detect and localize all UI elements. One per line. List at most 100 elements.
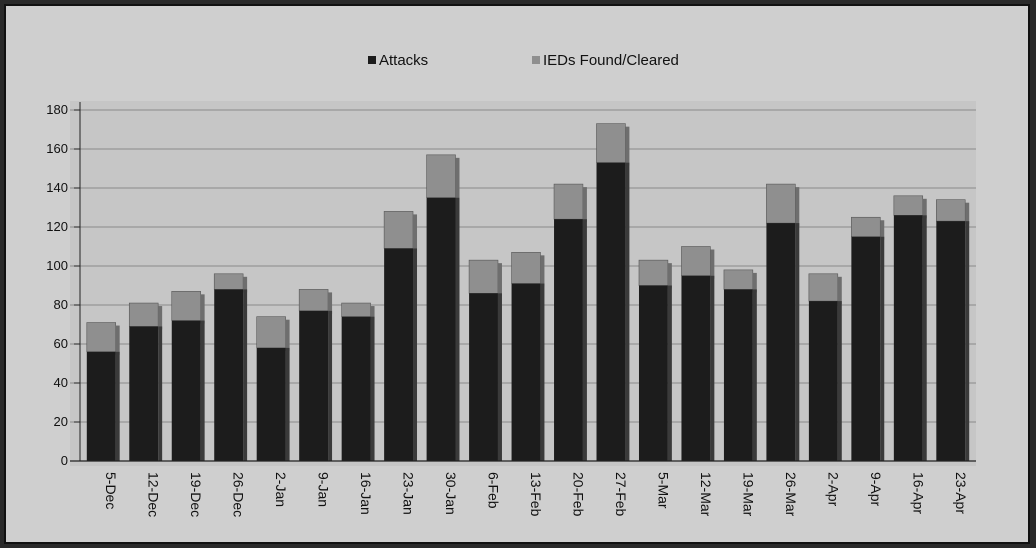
bar-ieds-side-9-Jan: [328, 292, 333, 314]
bar-ieds-26-Mar: [766, 183, 796, 224]
bar-attacks-23-Apr: [936, 221, 966, 461]
bars: [86, 123, 970, 461]
bar-ieds-side-12-Mar: [710, 249, 715, 279]
bar-attacks-12-Dec: [129, 326, 159, 461]
bar-ieds-5-Mar: [638, 259, 669, 286]
x-tick-label: 13-Feb: [528, 472, 544, 517]
bar-ieds-16-Apr: [893, 195, 924, 216]
y-tick-label: 180: [46, 102, 68, 117]
bar-attacks-side-30-Jan: [455, 197, 460, 461]
bar-ieds-5-Dec: [86, 322, 116, 353]
bar-attacks-side-2-Jan: [285, 347, 290, 461]
bar-attacks-23-Jan: [384, 248, 414, 461]
bar-attacks-9-Apr: [851, 236, 881, 461]
bar-ieds-2-Apr: [808, 273, 839, 302]
bar-attacks-16-Apr: [893, 215, 923, 461]
x-tick-label: 26-Dec: [231, 472, 247, 517]
x-tick-label: 19-Mar: [740, 472, 756, 517]
bar-attacks-side-5-Dec: [115, 351, 120, 461]
legend-swatch-attacks: [368, 56, 376, 64]
bar-attacks-20-Feb: [554, 219, 583, 461]
bar-attacks-19-Dec: [171, 320, 201, 461]
bar-ieds-side-20-Feb: [582, 187, 587, 223]
bar-ieds-side-26-Dec: [243, 276, 248, 293]
x-tick-label: 5-Mar: [655, 472, 671, 509]
bar-attacks-side-19-Mar: [752, 289, 757, 461]
bar-ieds-side-5-Dec: [115, 325, 120, 355]
bar-ieds-30-Jan: [426, 154, 456, 199]
bar-attacks-side-12-Dec: [158, 326, 163, 461]
bar-ieds-2-Jan: [256, 316, 286, 349]
bar-attacks-5-Dec: [86, 351, 116, 461]
bar-ieds-19-Dec: [171, 291, 201, 321]
bar-attacks-side-19-Dec: [200, 320, 205, 461]
bar-ieds-12-Mar: [681, 246, 711, 277]
bar-ieds-19-Mar: [723, 269, 754, 290]
bar-ieds-side-30-Jan: [455, 157, 460, 201]
y-tick-label: 100: [46, 258, 68, 273]
y-tick-label: 160: [46, 141, 68, 156]
bar-ieds-side-2-Jan: [285, 319, 290, 351]
x-tick-label: 26-Mar: [783, 472, 799, 517]
bar-ieds-side-23-Jan: [413, 214, 418, 252]
bar-ieds-side-2-Apr: [837, 276, 842, 305]
bar-attacks-side-9-Jan: [328, 310, 333, 461]
x-tick-label: 9-Jan: [316, 472, 332, 507]
bar-ieds-23-Jan: [383, 211, 414, 249]
x-tick-label: 6-Feb: [486, 472, 502, 509]
bar-attacks-side-12-Mar: [710, 275, 715, 461]
bar-attacks-side-16-Apr: [922, 215, 927, 461]
bar-attacks-30-Jan: [426, 197, 456, 461]
chart-frame: 0 20 40 60 80 100 120 140 160 180 5-Dec 12-Dec 19-D…: [4, 4, 1030, 544]
bar-ieds-side-19-Mar: [752, 272, 757, 293]
bar-ieds-side-5-Mar: [667, 263, 672, 289]
y-tick-label: 140: [46, 180, 68, 195]
x-tick-label: 23-Jan: [401, 472, 417, 515]
bar-attacks-6-Feb: [469, 293, 498, 461]
bar-ieds-6-Feb: [468, 259, 499, 294]
bar-ieds-20-Feb: [553, 183, 584, 220]
legend-label-ieds: IEDs Found/Cleared: [543, 52, 679, 69]
bar-attacks-side-23-Apr: [965, 221, 970, 461]
bar-ieds-27-Feb: [596, 123, 626, 163]
x-tick-label: 30-Jan: [443, 472, 459, 515]
y-tick-label: 60: [54, 336, 68, 351]
bar-attacks-side-26-Mar: [795, 223, 800, 461]
bar-ieds-side-23-Apr: [965, 202, 970, 225]
bar-attacks-side-26-Dec: [243, 289, 248, 461]
bar-attacks-side-23-Jan: [413, 248, 418, 461]
bar-ieds-9-Jan: [298, 289, 329, 312]
bar-attacks-side-2-Apr: [837, 301, 842, 461]
x-tick-label: 9-Apr: [868, 472, 884, 507]
y-tick-label: 40: [54, 375, 68, 390]
bar-attacks-side-5-Mar: [667, 285, 672, 461]
x-tick-label: 2-Jan: [273, 472, 289, 507]
x-tick-label: 19-Dec: [188, 472, 204, 517]
bar-ieds-side-19-Dec: [200, 294, 205, 324]
bar-attacks-5-Mar: [638, 285, 668, 461]
legend-swatch-ieds: [532, 56, 540, 64]
y-tick-label: 0: [61, 453, 68, 468]
x-tick-label: 27-Feb: [613, 472, 629, 517]
bar-attacks-19-Mar: [723, 289, 753, 461]
bar-attacks-26-Dec: [214, 289, 244, 461]
x-tick-label: 12-Mar: [698, 472, 714, 517]
y-tick-label: 20: [54, 414, 68, 429]
x-tick-label: 16-Jan: [358, 472, 374, 515]
legend: Attacks IEDs Found/Cleared: [368, 52, 679, 69]
x-tick-label: 16-Apr: [910, 472, 926, 514]
bar-ieds-side-27-Feb: [625, 126, 630, 166]
bar-attacks-12-Mar: [681, 275, 711, 461]
bar-attacks-side-9-Apr: [880, 236, 885, 461]
y-tick-label: 120: [46, 219, 68, 234]
bar-attacks-side-6-Feb: [497, 293, 502, 461]
bar-ieds-13-Feb: [511, 252, 541, 284]
bar-ieds-16-Jan: [341, 302, 371, 317]
legend-label-attacks: Attacks: [379, 52, 428, 69]
bar-ieds-side-6-Feb: [497, 263, 502, 297]
bar-attacks-side-16-Jan: [370, 316, 375, 461]
bar-attacks-13-Feb: [511, 283, 541, 461]
x-tick-label: 20-Feb: [570, 472, 586, 517]
x-tick-label: 23-Apr: [953, 472, 969, 514]
bar-attacks-9-Jan: [299, 310, 329, 461]
